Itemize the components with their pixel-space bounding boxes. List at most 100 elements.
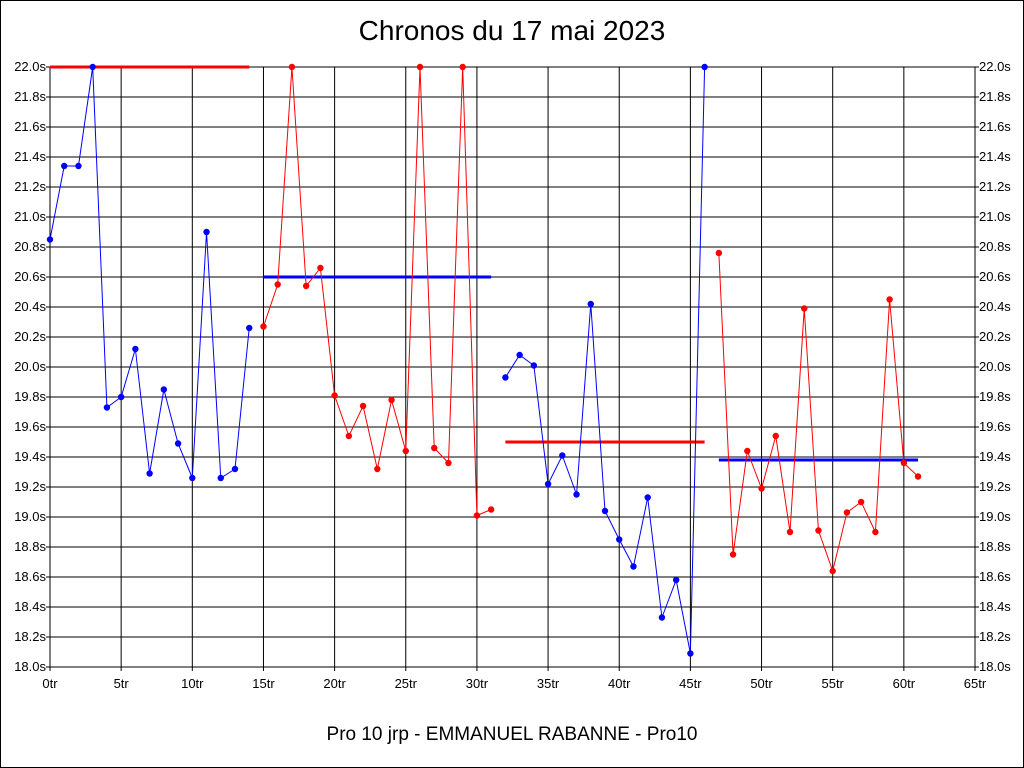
y-tick-label-right: 21.4s (979, 149, 1011, 164)
y-tick-label-right: 22.0s (979, 59, 1011, 74)
lap-point (729, 551, 737, 558)
lap-point (331, 392, 338, 399)
lap-point (473, 512, 481, 519)
lap-point (345, 432, 353, 440)
grid-lines (46, 66, 979, 671)
y-tick-label-left: 21.2s (14, 179, 46, 194)
y-tick-label-right: 20.6s (979, 269, 1011, 284)
lap-point (701, 63, 708, 71)
plot-frame (49, 66, 976, 668)
y-tick-label-right: 18.2s (979, 629, 1011, 644)
lap-series-group (715, 249, 922, 575)
lap-point (857, 498, 865, 506)
x-tick-label: 5tr (114, 676, 130, 691)
lap-point (402, 447, 409, 455)
x-tick-label: 10tr (181, 676, 204, 691)
lap-point (516, 351, 523, 359)
tick-labels: 18.0s 18.0s 18.2s 18.2s 18.4s 18.4s 18.6s 18.6s… (14, 59, 1011, 691)
lap-point (573, 491, 580, 498)
lap-point (786, 528, 794, 536)
chart-title: Chronos du 17 mai 2023 (358, 15, 666, 46)
y-tick-label-right: 20.8s (979, 239, 1011, 254)
y-tick-label-left: 21.8s (14, 89, 46, 104)
lap-point (231, 465, 239, 473)
x-tick-label: 0tr (42, 676, 58, 691)
lap-point (416, 63, 424, 71)
lap-point (274, 281, 281, 288)
y-tick-label-right: 19.6s (979, 419, 1011, 434)
lap-point (217, 474, 224, 482)
lap-point (559, 452, 566, 459)
lap-point (61, 162, 68, 170)
lap-point (288, 63, 296, 71)
lap-point (616, 536, 623, 543)
lap-point (801, 305, 808, 312)
y-tick-label-right: 20.4s (979, 299, 1011, 314)
lap-point (388, 396, 395, 404)
lap-point (459, 63, 466, 71)
y-tick-label-right: 18.6s (979, 569, 1011, 584)
x-tick-label: 25tr (395, 676, 418, 691)
average-lines (50, 65, 919, 462)
y-tick-label-right: 21.2s (979, 179, 1011, 194)
lap-point (146, 470, 153, 477)
x-tick-label: 35tr (537, 676, 560, 691)
lap-point (530, 362, 538, 369)
y-tick-label-left: 20.0s (14, 359, 46, 374)
y-tick-label-right: 19.2s (979, 479, 1011, 494)
lap-series (46, 63, 922, 657)
y-tick-label-right: 18.0s (979, 659, 1011, 674)
y-tick-label-left: 18.8s (14, 539, 46, 554)
y-tick-label-left: 18.4s (14, 599, 46, 614)
x-tick-label: 50tr (750, 676, 773, 691)
series-line (504, 66, 706, 654)
y-tick-label-left: 20.6s (14, 269, 46, 284)
lap-point (587, 300, 594, 308)
lap-point (744, 447, 751, 455)
y-tick-label-left: 18.0s (14, 659, 46, 674)
y-tick-label-left: 20.2s (14, 329, 46, 344)
lap-point (672, 576, 680, 584)
lap-point (772, 432, 779, 440)
y-tick-label-right: 18.8s (979, 539, 1011, 554)
y-tick-label-right: 19.4s (979, 449, 1011, 464)
lap-point (886, 296, 893, 303)
lap-point (630, 563, 637, 570)
y-tick-label-right: 21.6s (979, 119, 1011, 134)
lap-point (829, 567, 836, 575)
y-tick-label-left: 19.2s (14, 479, 46, 494)
series-line (49, 66, 250, 479)
x-tick-label: 45tr (679, 676, 702, 691)
lap-series-group (502, 63, 708, 657)
y-tick-label-right: 20.0s (979, 359, 1011, 374)
lap-point (260, 323, 267, 330)
lap-point (160, 386, 168, 393)
lap-series-group (46, 63, 253, 482)
y-tick-label-left: 22.0s (14, 59, 46, 74)
lap-point (658, 614, 666, 621)
y-tick-label-right: 21.8s (979, 89, 1011, 104)
y-tick-label-right: 21.0s (979, 209, 1011, 224)
y-tick-label-right: 19.8s (979, 389, 1011, 404)
y-tick-label-left: 18.2s (14, 629, 46, 644)
lap-point (843, 509, 851, 516)
y-tick-label-left: 21.0s (14, 209, 46, 224)
y-tick-label-left: 21.6s (14, 119, 46, 134)
lap-point (302, 282, 310, 290)
x-tick-label: 55tr (821, 676, 844, 691)
lap-point (872, 528, 879, 536)
lap-point (914, 473, 922, 480)
lap-point (445, 459, 452, 467)
lap-point (359, 402, 367, 410)
x-tick-label: 60tr (893, 676, 916, 691)
y-tick-label-left: 18.6s (14, 569, 46, 584)
lap-point (487, 506, 495, 513)
lap-point (89, 63, 96, 71)
lap-point (75, 162, 82, 170)
lap-point (317, 264, 324, 272)
y-tick-label-left: 20.8s (14, 239, 46, 254)
x-tick-label: 40tr (608, 676, 631, 691)
lap-point (174, 440, 182, 447)
